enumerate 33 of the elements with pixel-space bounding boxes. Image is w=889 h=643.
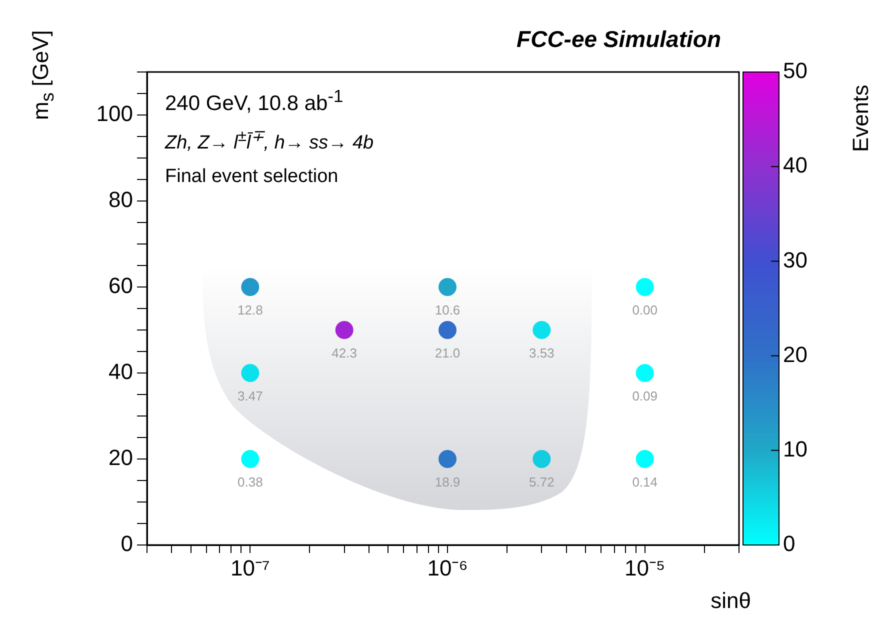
- annotation: 240 GeV, 10.8 ab$^{-1}$: [165, 86, 344, 116]
- color-bar-label: 10: [783, 436, 808, 462]
- x-tick-label: 10⁻⁶: [427, 555, 468, 580]
- color-bar-label: 20: [783, 342, 808, 367]
- color-bar-title: Events: [848, 84, 874, 152]
- annotation: Zh, Z→ l$^{±}$l̄$^{∓}$, h→ ss→ 4b: [165, 127, 374, 154]
- y-tick-label: 80: [108, 187, 133, 212]
- annotation: 42.3: [332, 346, 357, 361]
- x-axis-title: sinθ: [710, 588, 751, 614]
- y-tick-label: 20: [108, 445, 133, 470]
- y-tick-label: 40: [108, 359, 133, 384]
- annotation: 3.53: [529, 346, 554, 361]
- annotation: 10.6: [434, 302, 460, 318]
- y-tick-label: 100: [96, 101, 133, 126]
- y-tick-label: 0: [120, 531, 133, 556]
- annotation: 0.09: [632, 388, 658, 404]
- annotation: Final event selection: [165, 166, 338, 188]
- y-tick-label: 60: [108, 273, 133, 298]
- annotation: 0.38: [238, 474, 263, 490]
- annotation: 12.8: [238, 302, 263, 318]
- x-tick-label: 10⁻⁷: [230, 555, 270, 580]
- color-bar-label: 30: [783, 247, 808, 272]
- annotation: 0.00: [632, 302, 658, 318]
- color-bar-label: 0: [783, 531, 796, 556]
- color-bar-label: 40: [783, 152, 808, 178]
- annotation: 0.14: [632, 474, 658, 490]
- annotation: 3.47: [238, 388, 263, 404]
- x-tick-label: 10⁻⁵: [624, 555, 666, 580]
- annotation: 18.9: [434, 474, 460, 490]
- chart-title: FCC-ee Simulation: [516, 26, 721, 53]
- annotation: 21.0: [434, 346, 460, 361]
- color-bar-label: 50: [783, 58, 808, 84]
- annotation: 5.72: [529, 474, 554, 490]
